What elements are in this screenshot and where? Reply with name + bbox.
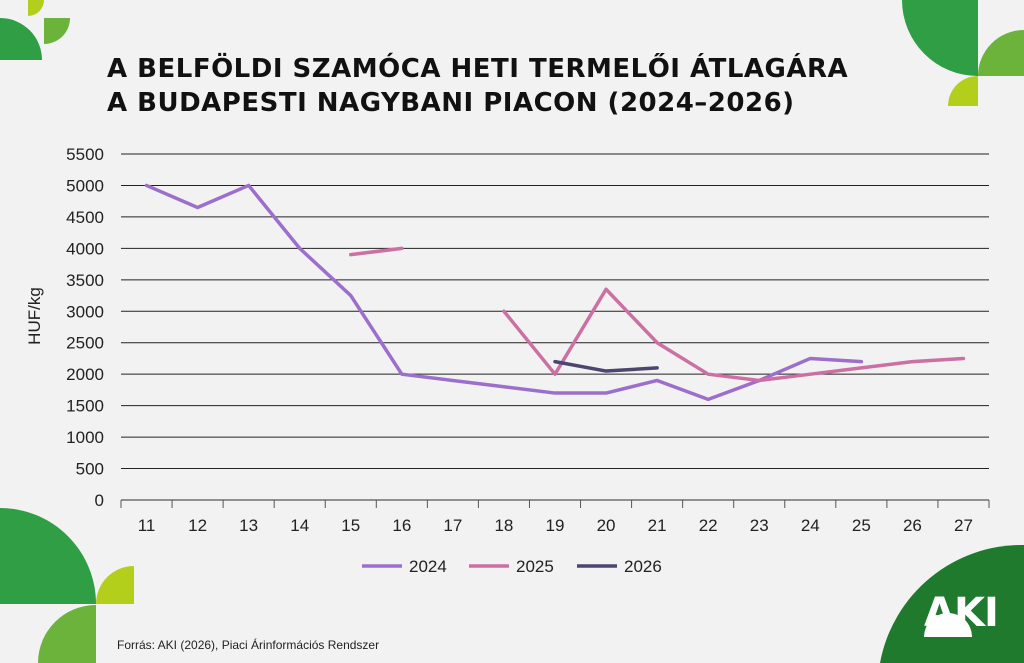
source-note: Forrás: AKI (2026), Piaci Árinformációs …	[117, 638, 380, 652]
x-tick-label: 20	[597, 516, 616, 535]
x-tick-label: 25	[852, 516, 871, 535]
x-tick-label: 19	[546, 516, 565, 535]
series-2024	[144, 183, 864, 402]
decor-quarter-top-left-lime	[28, 0, 44, 16]
series-line-2024	[144, 183, 864, 402]
x-tick-label: 16	[392, 516, 411, 535]
x-tick-label: 21	[648, 516, 667, 535]
x-tick-label: 23	[750, 516, 769, 535]
legend-label-2024: 2024	[409, 557, 447, 576]
x-tick-label: 17	[443, 516, 462, 535]
y-tick-label: 0	[95, 491, 104, 510]
y-tick-label: 5000	[66, 176, 104, 195]
y-axis-ticks: 0 500 1000 1500 2000 2500 3000 3500 4000 4500 5000…	[66, 145, 104, 510]
decor-quarter-bottom-left-lime	[96, 566, 134, 604]
chart-legend: 2024 2025 2026	[362, 557, 662, 576]
chart-title: A BELFÖLDI SZAMÓCA HETI TERMELŐI ÁTLAGÁR…	[107, 52, 848, 120]
x-tick-label: 27	[954, 516, 973, 535]
y-tick-label: 1000	[66, 428, 104, 447]
legend-label-2025: 2025	[516, 557, 554, 576]
series-line-2025	[349, 246, 404, 257]
chart-title-line-1: A BELFÖLDI SZAMÓCA HETI TERMELŐI ÁTLAGÁR…	[107, 54, 849, 84]
x-tick-label: 24	[801, 516, 820, 535]
x-tick-label: 18	[494, 516, 513, 535]
y-tick-label: 2500	[66, 334, 104, 353]
y-axis-label: HUF/kg	[25, 287, 44, 345]
x-tick-label: 22	[699, 516, 718, 535]
chart-title-line-2: A BUDAPESTI NAGYBANI PIACON (2024–2026)	[107, 88, 795, 118]
decor-quarter-top-right-olive	[978, 30, 1024, 76]
x-tick-label: 11	[138, 516, 156, 535]
x-tick-label: 12	[188, 516, 207, 535]
series-2026	[553, 359, 659, 373]
series-line-2025	[502, 287, 966, 383]
series-line-2026	[553, 359, 659, 373]
decor-quarter-top-left-olive	[44, 18, 70, 44]
y-tick-label: 4500	[66, 208, 104, 227]
decor-quarter-bottom-left-green	[0, 508, 96, 604]
x-tick-label: 15	[341, 516, 360, 535]
decor-quarter-bottom-right-green	[880, 544, 1024, 663]
y-tick-label: 5500	[66, 145, 104, 164]
decor-quarter-top-left-green	[0, 18, 42, 60]
y-tick-label: 2000	[66, 365, 104, 384]
y-tick-label: 3000	[66, 302, 104, 321]
y-tick-label: 3500	[66, 271, 104, 290]
legend-label-2026: 2026	[624, 557, 662, 576]
decor-quarter-top-right-green	[902, 0, 978, 76]
aki-logo-text: AKI	[924, 590, 999, 636]
y-tick-label: 4000	[66, 239, 104, 258]
x-tick-label: 26	[903, 516, 922, 535]
y-tick-label: 500	[76, 460, 104, 479]
x-tick-label: 13	[239, 516, 258, 535]
y-tick-label: 1500	[66, 397, 104, 416]
x-axis-ticks: 11 12 13 14 15 16 17 18 19 20 21 22 23 24 25 26 27	[138, 516, 973, 535]
chart-series	[144, 183, 966, 402]
x-tick-label: 14	[290, 516, 309, 535]
logo-leaf-icon	[924, 613, 972, 637]
decor-quarter-bottom-left-olive	[38, 605, 96, 663]
series-2025	[349, 246, 966, 383]
chart-grid	[120, 153, 990, 508]
decor-quarter-top-right-lime	[948, 76, 978, 106]
